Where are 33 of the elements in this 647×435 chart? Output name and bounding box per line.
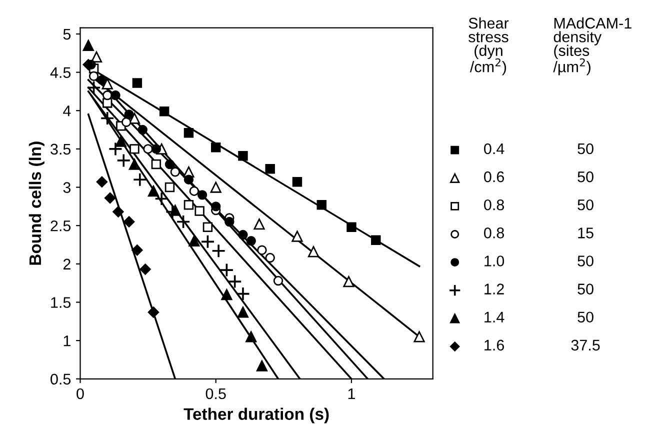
- text: 50: [578, 312, 594, 323]
- y-tick-label: 2.5: [50, 220, 71, 232]
- y-tick-label: 2: [63, 258, 70, 270]
- y-tick-label: 5: [63, 28, 71, 40]
- legend-label: 0.4: [484, 143, 504, 154]
- legend-label: 1.4: [484, 312, 504, 322]
- y-tick-label: 3.5: [50, 144, 71, 155]
- text: 50: [578, 256, 594, 266]
- x-tick-label: 1: [348, 388, 355, 399]
- y-tick-label: 1: [64, 336, 70, 346]
- x-tick-label: 0.5: [206, 388, 226, 400]
- text: 50: [578, 143, 594, 154]
- legend-label: 1.6: [484, 340, 504, 351]
- text: 50: [578, 284, 594, 294]
- y-tick-label: 0.5: [50, 374, 71, 385]
- y-tick-label: 4: [63, 106, 71, 116]
- x-axis-title: Tether duration (s): [184, 408, 329, 424]
- legend-label: 0.6: [484, 171, 504, 182]
- text: 15: [578, 228, 594, 238]
- y-axis-title: Bound cells (ln): [28, 142, 44, 265]
- y-tick-label: 3: [63, 182, 71, 193]
- legend-label: 0.8: [484, 199, 504, 210]
- legend-label: 1.0: [484, 256, 504, 266]
- y-tick-label: 4.5: [50, 67, 71, 78]
- x-tick-label: 0: [76, 388, 84, 400]
- legend-label: 0.8: [484, 228, 504, 238]
- text: MAdCAM-1 density (sites /µm$^{2}$): [553, 17, 632, 76]
- text: 50: [578, 171, 594, 182]
- y-tick-label: 1.5: [51, 297, 71, 308]
- legend-label: 1.2: [484, 284, 504, 294]
- legend-title: Shear stress (dyn /cm$^{2}$): [468, 17, 509, 76]
- text: 37.5: [571, 340, 600, 351]
- text: 50: [578, 199, 594, 210]
